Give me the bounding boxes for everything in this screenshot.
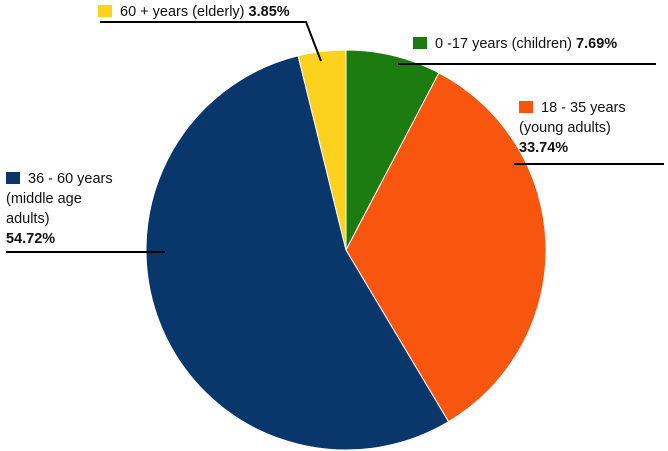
legend-label-young-adults: 18 - 35 years (young adults) 33.74%	[519, 98, 626, 158]
pie-slice-young-adults	[345, 72, 547, 423]
legend-percent-elderly: 3.85%	[248, 4, 290, 20]
legend-name-elderly: 60 + years (elderly)	[120, 4, 245, 20]
legend-swatch-middle-age	[6, 172, 20, 184]
leader-lines	[6, 21, 664, 253]
legend-percent-middle-age: 54.72%	[6, 231, 56, 247]
pie-slice-middle-age	[145, 55, 450, 451]
legend-name-middle-age-line1: 36 - 60 years	[28, 171, 113, 187]
pie-slices	[145, 49, 547, 451]
legend-name-young-adults-line1: 18 - 35 years	[541, 100, 626, 116]
legend-percent-young-adults: 33.74%	[519, 140, 569, 156]
legend-percent-children: 7.69%	[576, 36, 618, 52]
leader-line-elderly	[100, 21, 322, 62]
legend-name-young-adults-line2: (young adults)	[519, 120, 611, 136]
legend-label-middle-age: 36 - 60 years (middle age adults) 54.72%	[6, 169, 113, 249]
legend-swatch-children	[413, 37, 427, 49]
pie-slice-elderly	[297, 49, 347, 251]
legend-name-children: 0 -17 years (children)	[435, 36, 572, 52]
legend-name-middle-age-line3: adults)	[6, 211, 50, 227]
legend-swatch-young-adults	[519, 101, 533, 113]
legend-swatch-elderly	[98, 5, 112, 17]
legend-label-elderly: 60 + years (elderly) 3.85%	[98, 2, 290, 22]
legend-name-middle-age-line2: (middle age	[6, 191, 82, 207]
pie-slice-children	[345, 49, 440, 251]
legend-label-children: 0 -17 years (children) 7.69%	[413, 34, 617, 54]
